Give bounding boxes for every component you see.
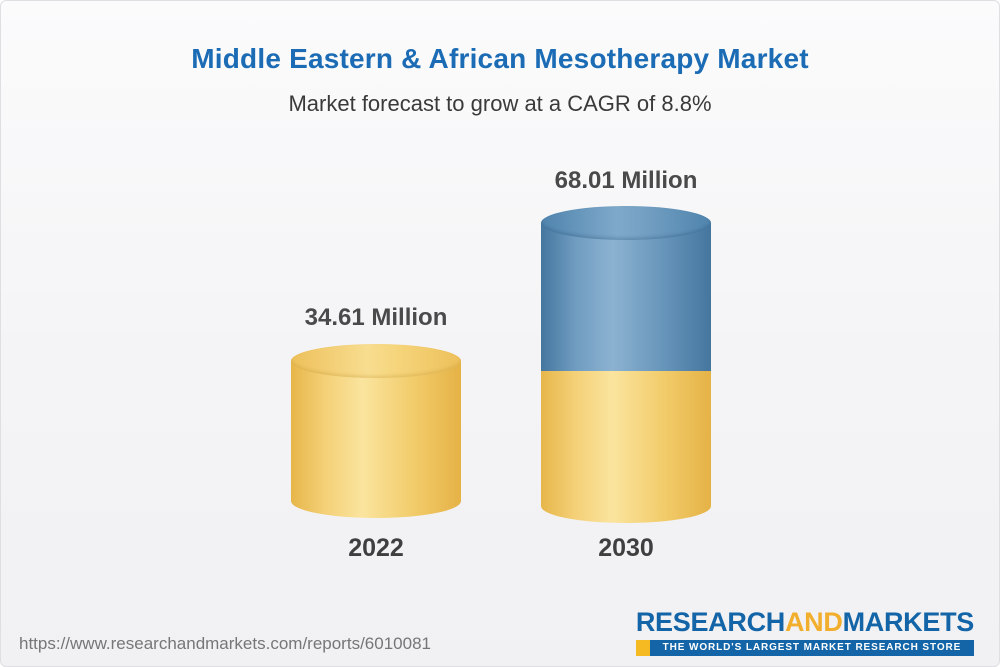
bar-2030-base-segment <box>541 371 711 523</box>
logo-word-markets: MARKETS <box>842 607 975 637</box>
logo-wordmark: RESEARCHANDMARKETS <box>636 609 974 636</box>
value-label-2022: 34.61 Million <box>304 304 448 331</box>
page-title: Middle Eastern & African Mesotherapy Mar… <box>191 43 809 74</box>
bar-2030 <box>541 206 711 523</box>
logo-tagline: THE WORLD'S LARGEST MARKET RESEARCH STOR… <box>649 640 974 656</box>
logo-tagline-gold-block <box>635 640 650 656</box>
bar-2022-body <box>291 361 461 518</box>
x-axis-label-2030: 2030 <box>598 534 654 562</box>
logo-word-and: AND <box>784 607 843 637</box>
chart-subtitle: Market forecast to grow at a CAGR of 8.8… <box>288 91 712 116</box>
logo-word-research: RESEARCH <box>635 607 785 637</box>
bar-2022 <box>291 344 461 518</box>
logo-tagline-row: THE WORLD'S LARGEST MARKET RESEARCH STOR… <box>635 640 974 656</box>
report-url-link[interactable]: https://www.researchandmarkets.com/repor… <box>19 634 431 653</box>
research-and-markets-logo[interactable]: RESEARCHANDMARKETS THE WORLD'S LARGEST M… <box>635 609 974 656</box>
bar-2022-top-ellipse <box>291 344 461 378</box>
value-label-2030: 68.01 Million <box>554 167 698 194</box>
bar-2030-growth-segment <box>541 223 711 371</box>
x-axis-label-2022: 2022 <box>348 534 404 562</box>
bar-2030-top-ellipse <box>541 206 711 240</box>
